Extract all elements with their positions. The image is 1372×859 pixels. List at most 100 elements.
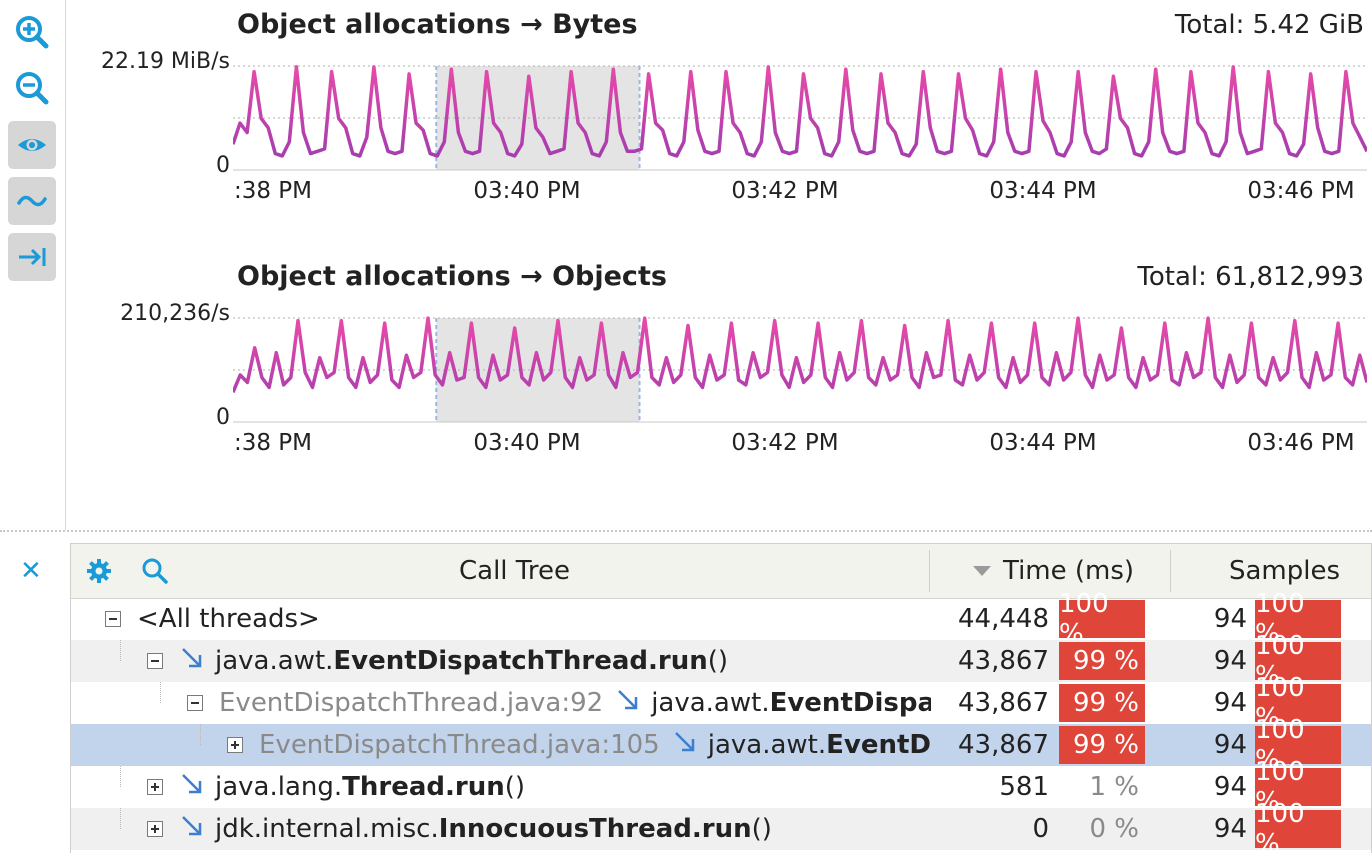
- package-name: jdk.internal.misc.: [215, 814, 439, 844]
- samples-percent-bar: 100 %: [1255, 631, 1341, 691]
- samples-value: 94: [1213, 688, 1247, 718]
- time-percent-bar: 1 %: [1089, 772, 1139, 802]
- samples-percent-bar: 100 %: [1255, 589, 1341, 649]
- call-tree-node: EventDispatchThread.java:105 java.awt. Eve…: [71, 724, 931, 766]
- call-tree-row[interactable]: EventDispatchThread.java:92 java.awt. Even…: [71, 673, 1371, 733]
- package-name: java.awt.: [651, 688, 770, 718]
- method-call-icon: [672, 729, 698, 762]
- collapse-icon[interactable]: [187, 695, 203, 711]
- call-tree-row[interactable]: EventDispatchThread.java:105 java.awt. Eve…: [71, 715, 1371, 775]
- time-value: 43,867: [958, 688, 1049, 718]
- time-percent-bar: 100 %: [1059, 589, 1145, 649]
- gear-icon: [87, 559, 111, 583]
- objects-plot-area[interactable]: [233, 314, 1367, 424]
- time-value: 43,867: [958, 730, 1049, 760]
- collapse-icon[interactable]: [105, 611, 121, 627]
- tree-guide: [160, 682, 161, 703]
- chart-total: Total: 5.42 GiB: [1174, 10, 1364, 40]
- samples-percent-bar: 100 %: [1255, 799, 1341, 859]
- call-tree-row[interactable]: <All threads> 44,448 100 % 94 100 %: [71, 589, 1371, 649]
- x-tick-label: 03:42 PM: [731, 178, 839, 204]
- time-percent-bar: 0 %: [1089, 814, 1139, 844]
- call-tree-node: java.lang. Thread.run(): [71, 766, 931, 808]
- zoom-out-button[interactable]: [8, 64, 56, 112]
- splitter[interactable]: [0, 530, 1372, 532]
- x-tick-label: 03:46 PM: [1247, 178, 1355, 204]
- series-line: [233, 316, 1367, 393]
- chart-svg: [233, 316, 1367, 423]
- source-location: EventDispatchThread.java:105: [259, 730, 660, 760]
- x-axis: :38 PM 03:40 PM 03:42 PM 03:44 PM 03:46 …: [233, 430, 1367, 462]
- time-value: 581: [999, 772, 1049, 802]
- search-icon: [142, 558, 168, 584]
- zoom-in-button[interactable]: [8, 8, 56, 56]
- method-call-icon: [179, 813, 205, 846]
- x-tick-label: :38 PM: [233, 178, 313, 204]
- call-tree-node: java.awt. EventDispatchThread.run(): [71, 640, 931, 682]
- tree-guide: [120, 640, 121, 661]
- objects-chart: Object allocations → Objects Total: 61,8…: [70, 252, 1372, 467]
- chart-toolbar: [0, 0, 66, 530]
- call-tree-row[interactable]: java.lang. Thread.run() 581 1 % 94 100 %: [71, 757, 1371, 817]
- time-percent-bar: 99 %: [1059, 642, 1145, 680]
- package-name: java.lang.: [215, 772, 343, 802]
- method-call-icon: [615, 687, 641, 720]
- column-header-call-tree[interactable]: Call Tree: [459, 556, 570, 586]
- chart-title: Object allocations → Objects: [237, 261, 667, 292]
- expand-icon[interactable]: [147, 821, 163, 837]
- x-tick-label: 03:44 PM: [989, 178, 1097, 204]
- call-tree-row[interactable]: java.awt. EventDispatchThread.run() 43,867…: [71, 631, 1371, 691]
- column-separator[interactable]: [929, 550, 930, 592]
- scroll-to-end-icon: [19, 248, 46, 266]
- package-name: java.awt.: [215, 646, 334, 676]
- time-percent-bar: 99 %: [1059, 684, 1145, 722]
- expand-icon[interactable]: [147, 779, 163, 795]
- column-header-samples[interactable]: Samples: [1229, 556, 1341, 586]
- samples-percent-bar: 100 %: [1255, 715, 1341, 775]
- call-tree-row[interactable]: jdk.internal.misc. InnocuousThread.run() 0…: [71, 799, 1371, 859]
- x-tick-label: 03:40 PM: [473, 178, 581, 204]
- y-max-label: 210,236/s: [120, 301, 230, 326]
- samples-percent-bar: 100 %: [1255, 757, 1341, 817]
- series-line: [233, 65, 1367, 158]
- y-min-label: 0: [216, 153, 230, 178]
- package-name: java.awt.: [707, 730, 827, 760]
- scroll-to-end-toggle[interactable]: [8, 233, 56, 281]
- settings-button[interactable]: [85, 544, 113, 598]
- column-separator[interactable]: [1170, 550, 1171, 592]
- time-value: 43,867: [958, 646, 1049, 676]
- method-suffix: (): [707, 646, 729, 676]
- samples-value: 94: [1213, 730, 1247, 760]
- tree-guide: [200, 724, 201, 745]
- source-location: EventDispatchThread.java:92: [219, 688, 604, 718]
- samples-percent-bar: 100 %: [1255, 673, 1341, 733]
- samples-value: 94: [1213, 814, 1247, 844]
- show-values-toggle[interactable]: [8, 121, 56, 169]
- x-tick-label: 03:42 PM: [731, 430, 839, 456]
- call-tree-node: EventDispatchThread.java:92 java.awt. Even…: [71, 682, 931, 724]
- time-value: 44,448: [958, 604, 1049, 634]
- x-tick-label: :38 PM: [233, 430, 313, 456]
- eye-icon: [18, 139, 46, 151]
- method-name: InnocuousThread.run: [438, 814, 752, 844]
- chart-title: Object allocations → Bytes: [237, 9, 638, 40]
- column-header-time[interactable]: Time (ms): [973, 544, 1134, 598]
- search-button[interactable]: [141, 544, 169, 598]
- method-call-icon: [179, 645, 205, 678]
- tree-guide: [120, 766, 121, 787]
- time-header-label: Time (ms): [1003, 556, 1135, 586]
- close-icon[interactable]: ✕: [20, 556, 42, 586]
- samples-value: 94: [1213, 646, 1247, 676]
- method-name: EventDispatchThread.pumpEvents: [769, 688, 931, 718]
- call-tree-header: Call Tree Time (ms) Samples: [71, 544, 1371, 599]
- chart-svg: [233, 65, 1367, 171]
- bytes-plot-area[interactable]: [233, 62, 1367, 172]
- collapse-icon[interactable]: [147, 653, 163, 669]
- time-percent-bar: 99 %: [1059, 726, 1145, 764]
- zoom-out-icon: [16, 72, 49, 105]
- y-min-label: 0: [216, 405, 230, 430]
- smooth-toggle[interactable]: [8, 177, 56, 225]
- x-tick-label: 03:46 PM: [1247, 430, 1355, 456]
- method-name: Thread.run: [342, 772, 505, 802]
- expand-icon[interactable]: [227, 737, 243, 753]
